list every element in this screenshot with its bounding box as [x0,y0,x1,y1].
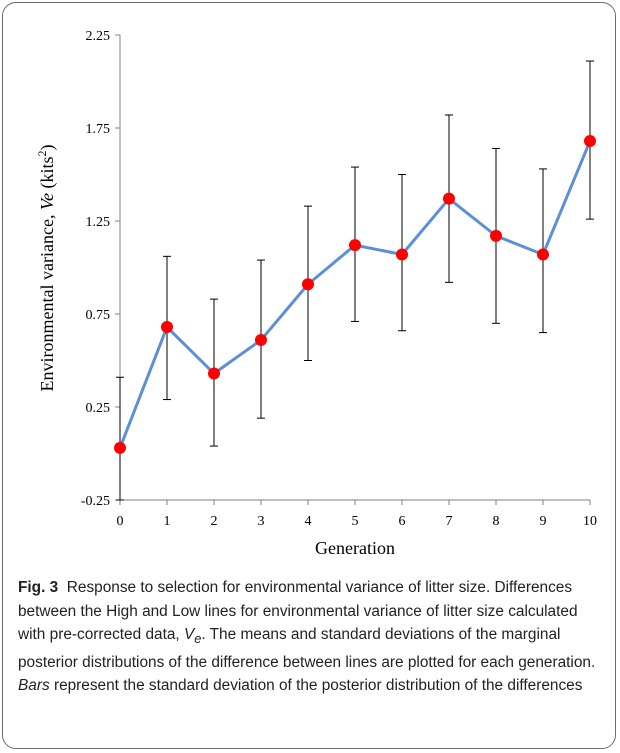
y-axis-label-unit: (kits [37,157,58,194]
x-tick-label: 8 [493,514,500,529]
caption-text-after-ve: . The means and standard deviations of t… [18,626,596,671]
y-axis-label-close: ) [37,145,58,151]
y-tick-label: 0.75 [86,308,111,323]
data-point [302,278,314,291]
x-tick-label: 7 [446,514,453,529]
caption-title: Response to selection for environmental … [66,579,491,596]
chart-svg: 2.25 1.75 1.25 0.75 0.25 -0.25 0 1 2 3 4 5 6 7 8 9 10 E… [35,29,597,558]
y-axis-label-main: Environmental variance, [37,210,57,391]
error-bars [116,60,594,501]
x-tick-label: 10 [583,514,597,529]
caption-fig-label: Fig. 3 [18,579,59,596]
figure-caption: Fig. 3 Response to selection for environ… [18,576,606,698]
data-point [349,239,361,252]
data-points [114,135,596,454]
caption-ve-symbol: V [183,626,195,643]
y-ticks: 2.25 1.75 1.25 0.75 0.25 -0.25 [81,29,120,509]
y-tick-label: 1.25 [86,215,111,230]
data-point [161,321,173,334]
caption-ve-subscript: e [194,631,202,647]
caption-bars-word: Bars [18,677,50,695]
data-point [255,334,267,347]
data-point [208,367,220,380]
x-tick-label: 3 [258,514,265,529]
data-point [114,441,126,454]
y-tick-label: -0.25 [81,494,110,509]
y-axis-label-symbol: Ve [37,193,57,210]
x-tick-label: 4 [305,514,312,529]
x-axis-label: Generation [315,538,395,558]
x-tick-label: 6 [399,514,406,529]
x-tick-label: 5 [352,514,359,529]
y-axis-label-exponent: 2 [35,151,49,157]
x-ticks: 0 1 2 3 4 5 6 7 8 9 10 [117,500,597,529]
data-point [537,248,549,261]
y-axis-label: Environmental variance, Ve (kits2) [35,145,58,392]
x-tick-label: 0 [117,514,124,529]
caption-text-before-ve: Differences between the High and Low lin… [18,579,578,643]
y-tick-label: 1.75 [86,122,111,137]
data-point [584,135,596,148]
y-tick-label: 0.25 [86,401,111,416]
x-tick-label: 2 [211,514,218,529]
data-point [490,229,502,242]
x-tick-label: 1 [164,514,171,529]
x-tick-label: 9 [540,514,547,529]
data-point [396,248,408,261]
data-point [443,192,455,205]
y-tick-label: 2.25 [86,29,111,44]
caption-text-end: represent the standard deviation of the … [53,677,583,695]
